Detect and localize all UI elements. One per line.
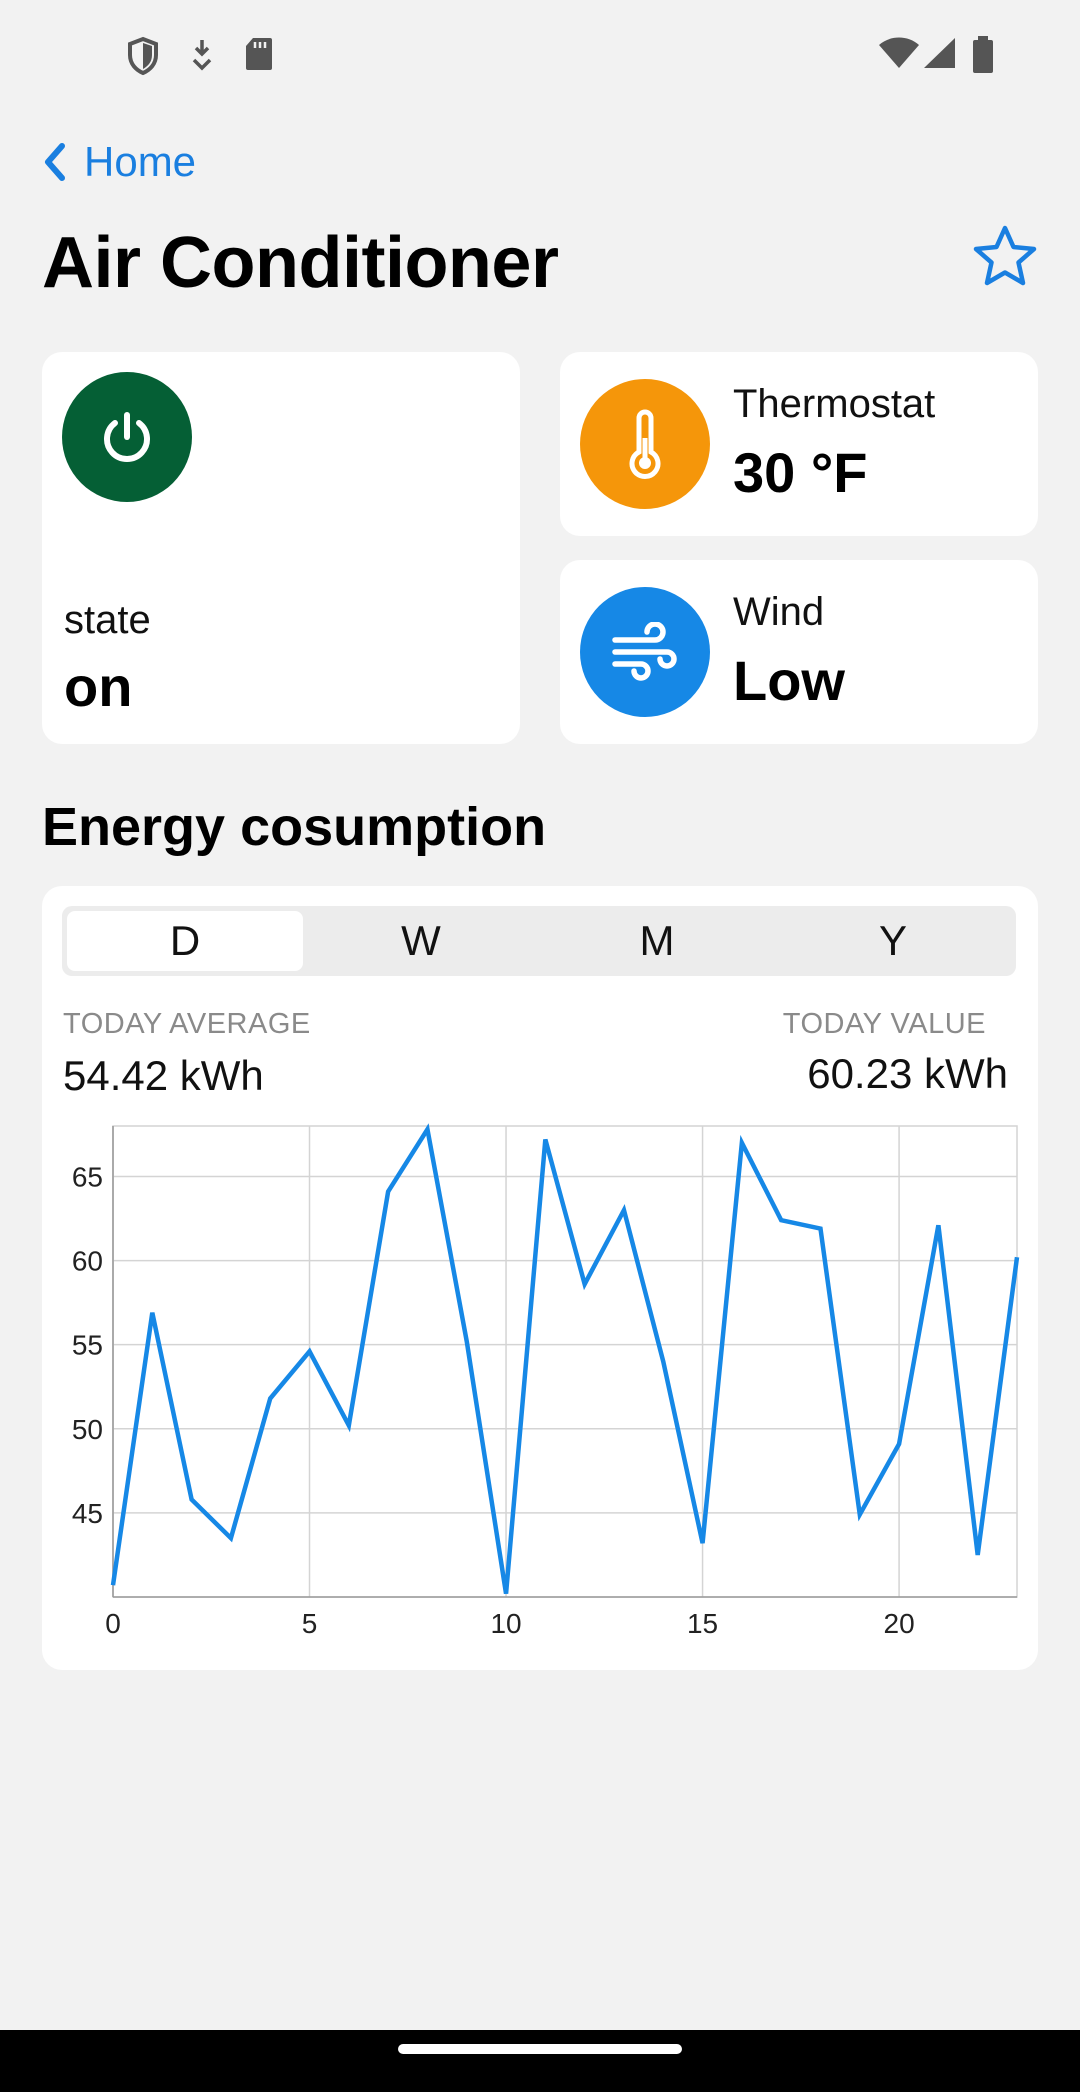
back-label: Home xyxy=(84,138,197,185)
back-button[interactable]: Home xyxy=(42,132,196,192)
thermostat-label: Thermostat xyxy=(733,382,936,426)
tab-week[interactable]: W xyxy=(401,917,441,964)
thermostat-card[interactable]: Thermostat 30 °F xyxy=(560,352,1038,536)
energy-section-title: Energy cosumption xyxy=(42,797,547,857)
battery-icon xyxy=(973,36,993,73)
period-tabs: D W M Y xyxy=(62,906,1016,976)
y-tick-label: 55 xyxy=(72,1330,103,1361)
tab-year[interactable]: Y xyxy=(878,917,907,964)
energy-line-chart: 45 50 55 60 65 0 5 10 15 20 xyxy=(72,1123,1020,1639)
wind-icon xyxy=(612,622,677,681)
y-tick-label: 50 xyxy=(72,1414,103,1445)
y-tick-label: 45 xyxy=(72,1498,103,1529)
status-bar xyxy=(0,0,1080,110)
energy-series-line xyxy=(110,1123,1020,1594)
x-tick-label: 10 xyxy=(490,1608,521,1639)
sd-card-icon xyxy=(246,38,272,70)
wind-card[interactable]: Wind Low xyxy=(560,560,1038,744)
shield-icon xyxy=(128,36,158,76)
power-card[interactable]: state on xyxy=(42,352,520,744)
today-average-value: 54.42 kWh xyxy=(63,1052,264,1099)
favorite-star-icon[interactable] xyxy=(970,222,1040,292)
thermometer-icon xyxy=(629,409,661,480)
state-value: on xyxy=(64,655,133,718)
state-label: state xyxy=(64,598,151,642)
x-tick-label: 15 xyxy=(687,1608,718,1639)
y-tick-label: 60 xyxy=(72,1246,103,1277)
chevron-left-icon xyxy=(45,143,65,181)
plot-frame xyxy=(112,1125,1018,1598)
today-average-label: TODAY AVERAGE xyxy=(63,1008,311,1040)
navigation-bar xyxy=(0,2030,1080,2092)
wind-label: Wind xyxy=(733,590,825,634)
tab-month[interactable]: M xyxy=(639,917,675,964)
x-tick-label: 20 xyxy=(884,1608,915,1639)
wind-icon-circle xyxy=(580,587,710,717)
power-button[interactable] xyxy=(62,372,192,502)
y-tick-label: 65 xyxy=(72,1161,103,1192)
power-icon xyxy=(104,412,150,462)
thermostat-value: 30 °F xyxy=(733,441,868,504)
today-value-value: 60.23 kWh xyxy=(807,1050,1008,1097)
wifi-icon xyxy=(879,37,919,68)
energy-card: D W M Y TODAY AVERAGE 54.42 kWh TODAY VA… xyxy=(42,886,1038,1670)
today-value-label: TODAY VALUE xyxy=(782,1008,986,1040)
cellular-signal-icon xyxy=(924,38,955,68)
thermostat-icon-circle xyxy=(580,379,710,509)
download-icon xyxy=(192,40,212,71)
x-tick-label: 0 xyxy=(105,1608,121,1639)
page-title: Air Conditioner xyxy=(42,223,559,303)
x-tick-label: 5 xyxy=(302,1608,318,1639)
home-indicator[interactable] xyxy=(398,2044,682,2054)
wind-value: Low xyxy=(733,649,845,712)
tab-day[interactable]: D xyxy=(67,911,303,971)
